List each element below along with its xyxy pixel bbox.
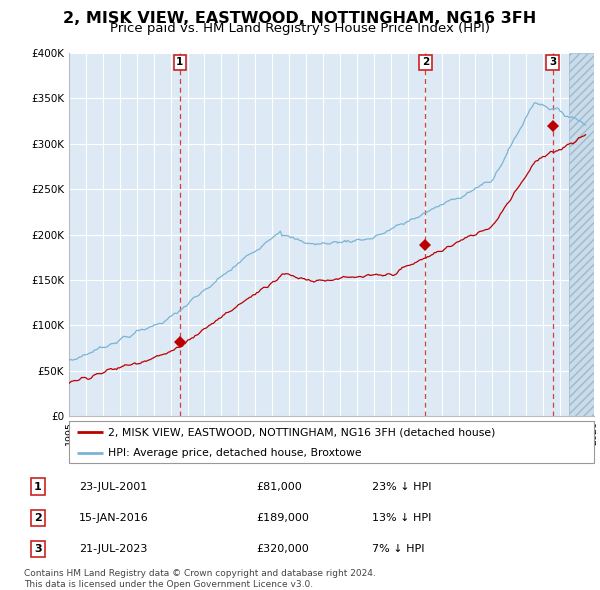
Text: 15-JAN-2016: 15-JAN-2016 — [79, 513, 149, 523]
Text: 3: 3 — [34, 544, 41, 554]
Text: 1: 1 — [34, 481, 41, 491]
Text: Contains HM Land Registry data © Crown copyright and database right 2024.
This d: Contains HM Land Registry data © Crown c… — [24, 569, 376, 589]
Bar — [569, 53, 594, 416]
Text: HPI: Average price, detached house, Broxtowe: HPI: Average price, detached house, Brox… — [109, 448, 362, 457]
Text: 2, MISK VIEW, EASTWOOD, NOTTINGHAM, NG16 3FH: 2, MISK VIEW, EASTWOOD, NOTTINGHAM, NG16… — [64, 11, 536, 25]
Text: 7% ↓ HPI: 7% ↓ HPI — [372, 544, 424, 554]
Text: £81,000: £81,000 — [256, 481, 302, 491]
Text: 2: 2 — [34, 513, 41, 523]
Text: Price paid vs. HM Land Registry's House Price Index (HPI): Price paid vs. HM Land Registry's House … — [110, 22, 490, 35]
Text: 13% ↓ HPI: 13% ↓ HPI — [372, 513, 431, 523]
Text: 23-JUL-2001: 23-JUL-2001 — [79, 481, 148, 491]
Text: £189,000: £189,000 — [256, 513, 309, 523]
Text: 2, MISK VIEW, EASTWOOD, NOTTINGHAM, NG16 3FH (detached house): 2, MISK VIEW, EASTWOOD, NOTTINGHAM, NG16… — [109, 427, 496, 437]
Text: 23% ↓ HPI: 23% ↓ HPI — [372, 481, 431, 491]
Text: £320,000: £320,000 — [256, 544, 308, 554]
Text: 1: 1 — [176, 57, 184, 67]
Text: 21-JUL-2023: 21-JUL-2023 — [79, 544, 148, 554]
Text: 3: 3 — [549, 57, 556, 67]
Text: 2: 2 — [422, 57, 429, 67]
FancyBboxPatch shape — [69, 421, 594, 463]
